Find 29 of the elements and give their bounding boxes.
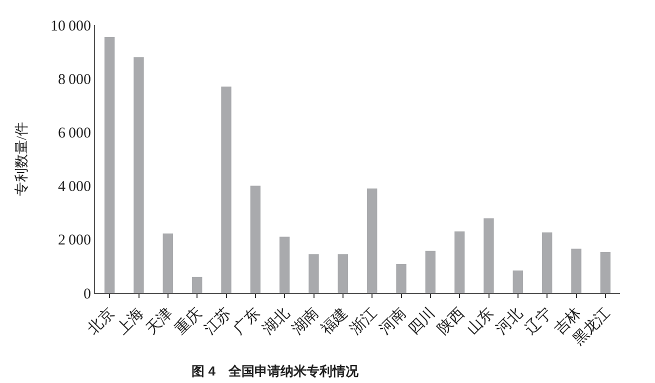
bar	[571, 248, 582, 293]
bar	[308, 254, 319, 293]
bar	[600, 252, 611, 293]
bar	[250, 186, 261, 293]
bar	[454, 231, 465, 293]
bar	[134, 57, 144, 293]
x-tick-label: 河南	[376, 304, 410, 338]
y-tick-label: 8 000	[58, 72, 91, 88]
bar	[338, 254, 348, 293]
y-axis-title: 专利数量/件	[14, 122, 30, 196]
text: 图 4 全国申请纳米专利情况	[192, 363, 360, 378]
bar	[192, 276, 202, 293]
y-tick-label: 2 000	[58, 232, 91, 249]
bar	[162, 234, 174, 293]
y-tick-label: 6 000	[58, 125, 91, 142]
bar	[512, 270, 524, 293]
bar	[366, 188, 378, 293]
bar	[425, 250, 436, 293]
bar	[279, 236, 290, 293]
y-tick-label: 0	[84, 286, 91, 302]
y-tick-label: 4 000	[58, 179, 91, 196]
bar	[396, 264, 406, 293]
x-tick-label: 陕西	[434, 304, 468, 338]
bar	[221, 86, 232, 293]
bar	[104, 37, 115, 293]
bar	[542, 232, 552, 293]
y-tick-label: 10 000	[50, 18, 91, 34]
bar	[484, 218, 494, 293]
x-tick-label: 江苏	[201, 304, 234, 338]
